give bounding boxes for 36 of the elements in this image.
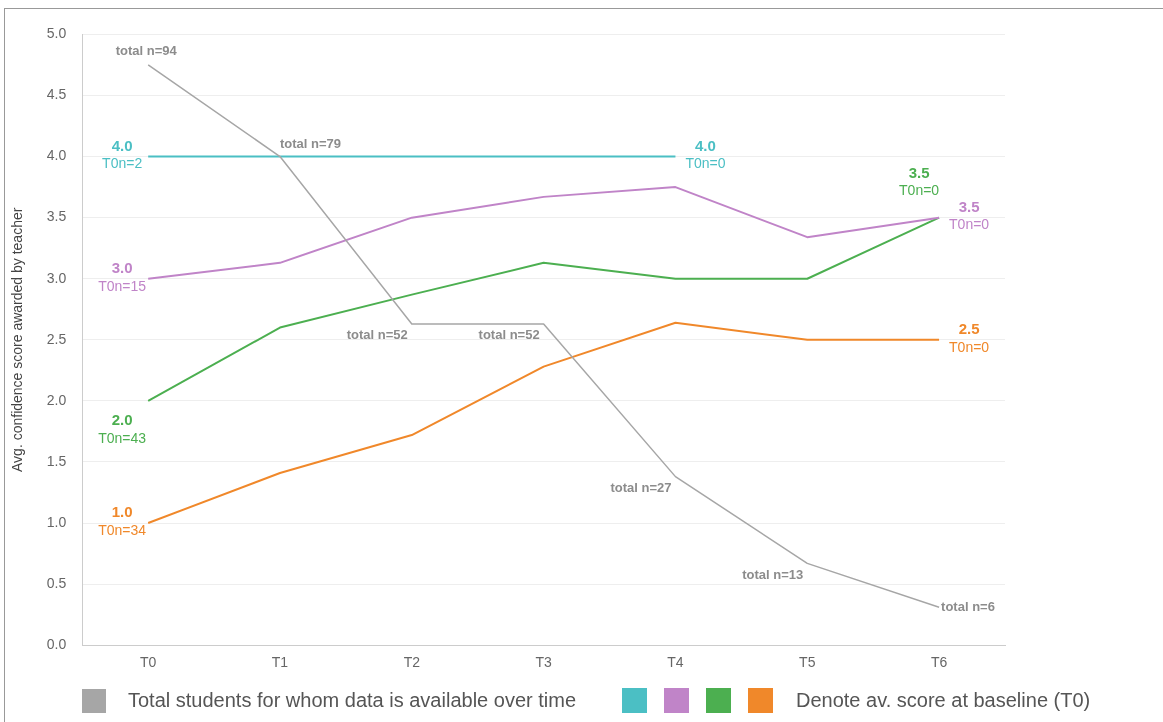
y-tick-label: 2.5 [46, 330, 67, 347]
x-tick-label: T4 [667, 654, 684, 671]
data-label: 2.5 T0n=0 [949, 319, 990, 355]
text: Denote av. score at baseline (T0) [796, 689, 1091, 712]
data-label: 1.0 T0n=34 [98, 503, 147, 538]
y-tick-label: 0.0 [46, 636, 67, 653]
x-tick-label: T6 [930, 654, 948, 671]
x-tick-label: T0 [140, 654, 157, 671]
x-tick-label: T3 [535, 654, 553, 671]
legend-label: Total students for whom data is available over time [128, 689, 576, 712]
y-tick-label: 2.0 [46, 391, 67, 408]
annotation: total n=52 [478, 327, 540, 343]
data-label: 3.0 T0n=15 [98, 258, 147, 294]
y-axis-title: Avg. confidence score awarded by teacher [9, 207, 26, 472]
data-label: 4.0 T0n=2 [102, 136, 143, 172]
y-tick-label: 1.5 [46, 452, 67, 469]
x-tick-label: T2 [403, 654, 421, 671]
x-tick-label: T5 [799, 654, 816, 671]
data-label: 2.0 T0n=43 [98, 411, 147, 446]
y-tick-label: 4.5 [46, 86, 67, 103]
annotation: total n=6 [941, 598, 995, 614]
data-label: 4.0 T0n=0 [685, 136, 726, 172]
y-tick-label: 3.0 [46, 269, 67, 286]
annotation: total n=13 [742, 566, 804, 582]
y-tick-label: 1.0 [46, 513, 67, 530]
y-tick-label: 3.5 [46, 208, 67, 225]
data-label: 3.5 T0n=0 [949, 197, 990, 233]
annotation: total n=94 [115, 42, 178, 58]
annotation: total n=27 [610, 480, 672, 496]
y-tick-label: 0.5 [46, 574, 67, 591]
annotation: total n=79 [279, 136, 342, 152]
y-tick-label: 4.0 [46, 147, 67, 164]
annotation: total n=52 [346, 327, 408, 343]
data-label: 3.5 T0n=0 [899, 163, 940, 199]
x-tick-label: T1 [271, 654, 289, 671]
y-tick-label: 5.0 [46, 25, 67, 42]
